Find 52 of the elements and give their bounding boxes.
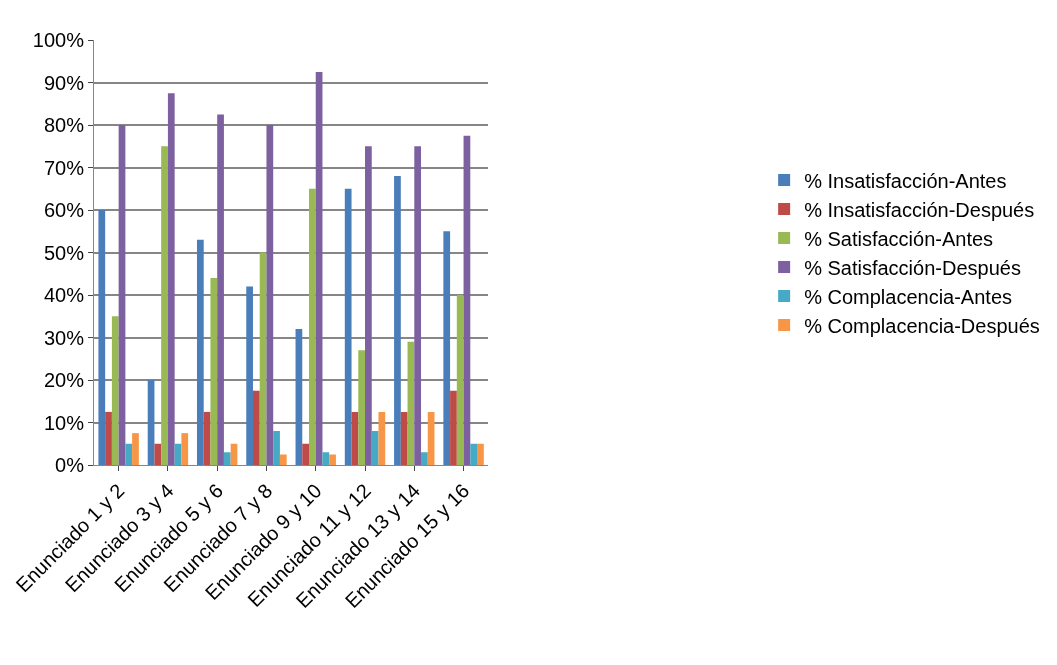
y-tick-label: 20% — [43, 369, 85, 391]
bar — [477, 443, 484, 465]
y-tick-label: 70% — [43, 156, 85, 179]
bar — [223, 452, 231, 465]
bar — [309, 188, 316, 465]
bar — [161, 146, 168, 465]
bar — [358, 350, 366, 465]
bar — [344, 188, 352, 465]
bar — [322, 452, 330, 465]
bar — [105, 411, 112, 465]
y-tick-label: 30% — [43, 326, 85, 349]
bar — [132, 433, 139, 465]
legend-label: % Insatisfacción-Después — [804, 198, 1035, 221]
bar — [470, 443, 478, 465]
bar — [181, 433, 189, 465]
bar — [98, 210, 106, 465]
legend-label: % Complacencia-Después — [804, 314, 1040, 337]
bar — [394, 176, 401, 465]
bar — [443, 231, 451, 465]
y-tick-label: 10% — [43, 411, 85, 434]
y-tick-label: 0% — [55, 454, 85, 476]
bar — [154, 443, 162, 465]
bar — [125, 443, 133, 465]
bar — [167, 93, 175, 465]
bar — [252, 390, 260, 465]
bar — [302, 443, 309, 465]
bar — [266, 125, 274, 465]
bar — [329, 454, 336, 465]
bar — [456, 295, 464, 465]
bar — [273, 431, 280, 465]
bar — [196, 239, 204, 465]
y-tick-label: 90% — [43, 71, 85, 94]
bar — [210, 278, 218, 465]
bar — [217, 114, 224, 465]
legend-label: % Satisfacción-Antes — [804, 227, 994, 250]
bar — [414, 146, 422, 465]
bar — [365, 146, 372, 465]
y-tick-label: 50% — [43, 241, 85, 264]
bar — [378, 411, 386, 465]
y-tick-label: 100% — [32, 29, 85, 51]
bar — [421, 452, 428, 465]
bar — [111, 316, 119, 465]
y-tick-label: 40% — [43, 284, 85, 306]
bar — [279, 454, 287, 465]
bar — [400, 411, 408, 465]
bar — [246, 286, 253, 465]
bar — [450, 390, 457, 465]
legend-label: % Insatisfacción-Antes — [804, 169, 1007, 192]
y-tick-label: 60% — [43, 199, 85, 221]
legend-label: % Complacencia-Antes — [804, 285, 1013, 308]
legend-label: % Satisfacción-Después — [804, 256, 1021, 279]
y-tick-label: 80% — [43, 114, 85, 136]
